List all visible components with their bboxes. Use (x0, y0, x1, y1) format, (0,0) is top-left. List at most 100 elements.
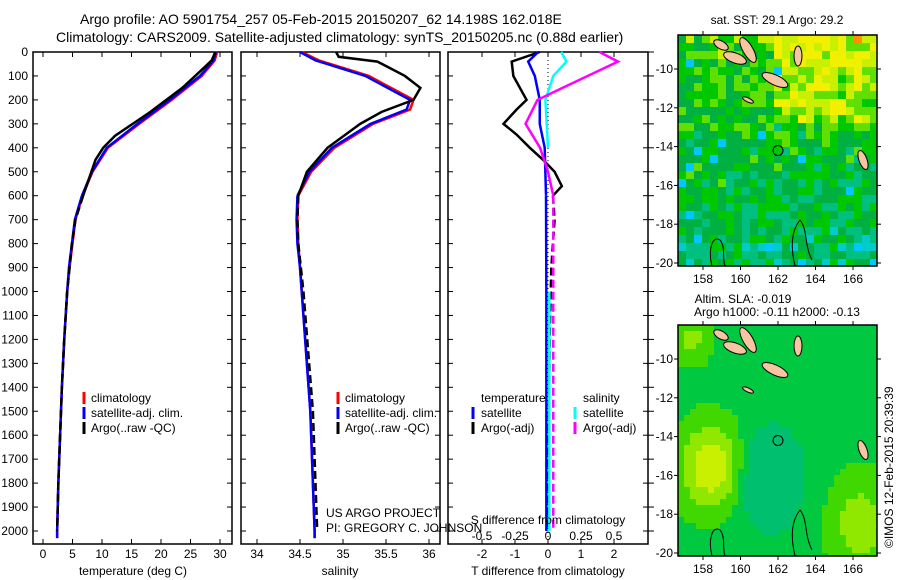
sla-pixel (810, 385, 816, 391)
sst-pixel (758, 131, 766, 139)
sst-pixel (678, 203, 686, 211)
sst-pixel (758, 211, 766, 219)
sla-pixel (696, 325, 702, 331)
sla-pixel (780, 325, 786, 331)
sla-pixel (684, 445, 690, 451)
sla-pixel (822, 421, 828, 427)
sla-pixel (840, 355, 846, 361)
sst-pixel (830, 115, 838, 123)
sla-pixel (744, 487, 750, 493)
sla-pixel (864, 379, 870, 385)
sla-pixel (774, 541, 780, 547)
sst-pixel (710, 67, 718, 75)
sst-pixel (854, 123, 862, 131)
sla-pixel (714, 547, 720, 553)
sla-pixel (864, 415, 870, 421)
sla-pixel (702, 337, 708, 343)
sla-pixel (732, 433, 738, 439)
sst-pixel (678, 171, 686, 179)
sla-pixel (762, 517, 768, 523)
sla-pixel (684, 535, 690, 541)
sla-pixel (732, 439, 738, 445)
sla-pixel (744, 349, 750, 355)
sla-pixel (690, 397, 696, 403)
sla-pixel (684, 343, 690, 349)
sla-pixel (822, 397, 828, 403)
sla-pixel (780, 529, 786, 535)
sst-pixel (830, 203, 838, 211)
sla-pixel (858, 547, 864, 553)
sla-pixel (786, 439, 792, 445)
sla-pixel (810, 421, 816, 427)
sla-pixel (738, 433, 744, 439)
sst-pixel (686, 227, 694, 235)
sla-pixel (726, 517, 732, 523)
sla-pixel (840, 463, 846, 469)
sst-pixel (838, 51, 846, 59)
sla-pixel (780, 337, 786, 343)
sst-pixel (742, 163, 750, 171)
sla-pixel (738, 385, 744, 391)
sla-pixel (828, 427, 834, 433)
sla-pixel (852, 421, 858, 427)
sla-pixel (810, 457, 816, 463)
sla-pixel (840, 367, 846, 373)
sla-pixel (798, 505, 804, 511)
sst-pixel (710, 123, 718, 131)
sst-pixel (798, 203, 806, 211)
sst-pixel (766, 51, 774, 59)
sla-pixel (858, 463, 864, 469)
sla-pixel (840, 541, 846, 547)
sst-pixel (702, 131, 710, 139)
sst-pixel (790, 219, 798, 227)
sla-pixel (822, 349, 828, 355)
sla-pixel (840, 409, 846, 415)
sla-pixel (756, 445, 762, 451)
sla-pixel (864, 529, 870, 535)
sst-pixel (846, 163, 854, 171)
sst-pixel (830, 59, 838, 67)
sst-pixel (686, 163, 694, 171)
sla-pixel (696, 433, 702, 439)
sst-pixel (750, 131, 758, 139)
sla-pixel (780, 403, 786, 409)
sla-pixel (696, 421, 702, 427)
sla-pixel (756, 517, 762, 523)
sla-pixel (846, 517, 852, 523)
sla-pixel (810, 487, 816, 493)
sla-pixel (720, 505, 726, 511)
sla-pixel (678, 493, 684, 499)
s-tick-label: -0.5 (472, 529, 493, 543)
sst-pixel (742, 235, 750, 243)
sst-pixel (694, 195, 702, 203)
sst-pixel (750, 123, 758, 131)
sla-pixel (726, 511, 732, 517)
sla-pixel (726, 439, 732, 445)
sla-pixel (714, 529, 720, 535)
sst-pixel (870, 43, 877, 51)
sla-pixel (834, 433, 840, 439)
sst-pixel (774, 187, 782, 195)
sla-pixel (786, 403, 792, 409)
sla-pixel (684, 397, 690, 403)
sst-pixel (678, 251, 686, 259)
sst-pixel (854, 91, 862, 99)
sla-pixel (804, 523, 810, 529)
sla-pixel (726, 397, 732, 403)
sst-pixel (758, 155, 766, 163)
sla-pixel (828, 499, 834, 505)
sst-pixel (694, 59, 702, 67)
sla-pixel (834, 439, 840, 445)
sla-pixel (792, 469, 798, 475)
sst-pixel (774, 251, 782, 259)
sst-pixel (798, 179, 806, 187)
sst-pixel (782, 43, 790, 51)
sst-pixel (798, 83, 806, 91)
sla-pixel (804, 451, 810, 457)
sla-pixel (756, 469, 762, 475)
sla-pixel (714, 469, 720, 475)
sst-pixel (822, 259, 830, 266)
sla-pixel (762, 535, 768, 541)
sst-pixel (846, 67, 854, 75)
sla-pixel (780, 415, 786, 421)
